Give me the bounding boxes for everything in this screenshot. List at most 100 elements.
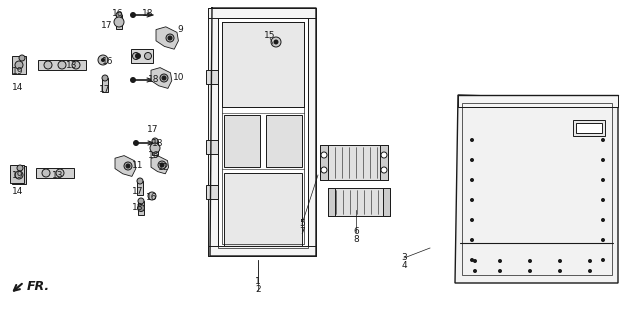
Bar xyxy=(320,145,328,180)
Polygon shape xyxy=(115,156,136,176)
Circle shape xyxy=(473,259,477,263)
Circle shape xyxy=(601,158,605,162)
Circle shape xyxy=(601,218,605,222)
Bar xyxy=(266,115,302,167)
Circle shape xyxy=(17,165,23,171)
Circle shape xyxy=(42,169,50,177)
Circle shape xyxy=(473,269,477,273)
Text: 16: 16 xyxy=(147,193,157,203)
Circle shape xyxy=(601,198,605,202)
Polygon shape xyxy=(151,156,168,174)
Bar xyxy=(308,8,316,256)
Bar xyxy=(458,95,618,107)
Circle shape xyxy=(470,138,474,142)
Bar xyxy=(328,188,390,216)
Circle shape xyxy=(498,269,502,273)
Circle shape xyxy=(145,53,152,60)
Circle shape xyxy=(470,258,474,262)
Bar xyxy=(206,70,218,84)
Circle shape xyxy=(126,164,130,168)
Text: 5: 5 xyxy=(299,220,305,228)
Text: 17: 17 xyxy=(132,187,144,197)
Circle shape xyxy=(528,259,532,263)
Circle shape xyxy=(271,37,281,47)
Text: 3: 3 xyxy=(401,254,407,262)
Bar xyxy=(12,56,26,74)
Circle shape xyxy=(498,259,502,263)
Circle shape xyxy=(152,138,158,144)
Text: 15: 15 xyxy=(264,32,276,41)
Text: 17: 17 xyxy=(101,21,113,31)
Bar xyxy=(208,246,316,256)
Circle shape xyxy=(56,169,64,177)
Bar xyxy=(138,201,144,215)
Circle shape xyxy=(381,167,387,173)
Polygon shape xyxy=(151,68,172,89)
Bar xyxy=(19,58,25,72)
Circle shape xyxy=(19,55,25,61)
Circle shape xyxy=(273,39,278,44)
Bar xyxy=(10,165,24,183)
Bar xyxy=(222,22,304,107)
Circle shape xyxy=(601,238,605,242)
Bar xyxy=(38,60,86,70)
Circle shape xyxy=(15,171,23,179)
Text: 16: 16 xyxy=(102,58,114,66)
Circle shape xyxy=(148,192,156,200)
Circle shape xyxy=(381,152,387,158)
Circle shape xyxy=(138,204,145,211)
Bar xyxy=(222,22,304,244)
Circle shape xyxy=(101,58,105,62)
Circle shape xyxy=(470,238,474,242)
Circle shape xyxy=(601,258,605,262)
Text: 7: 7 xyxy=(299,227,305,237)
Bar xyxy=(462,103,612,275)
Circle shape xyxy=(470,158,474,162)
Bar xyxy=(328,188,335,216)
Circle shape xyxy=(321,152,327,158)
Text: 18: 18 xyxy=(148,76,160,84)
Circle shape xyxy=(138,198,144,204)
Bar xyxy=(131,49,153,63)
Circle shape xyxy=(15,61,23,69)
Polygon shape xyxy=(455,95,618,283)
Text: 14: 14 xyxy=(12,83,24,93)
Text: 4: 4 xyxy=(401,261,407,271)
Circle shape xyxy=(601,138,605,142)
Bar xyxy=(573,120,605,136)
Text: 17: 17 xyxy=(99,85,111,94)
Circle shape xyxy=(160,163,164,167)
Bar xyxy=(137,181,143,195)
Text: 1: 1 xyxy=(255,278,261,287)
Circle shape xyxy=(588,259,592,263)
Circle shape xyxy=(470,218,474,222)
Text: 6: 6 xyxy=(353,227,359,237)
Circle shape xyxy=(528,269,532,273)
Bar xyxy=(208,8,218,256)
Bar xyxy=(102,78,108,92)
Text: 9: 9 xyxy=(177,26,183,35)
Circle shape xyxy=(558,259,562,263)
Text: 16: 16 xyxy=(112,9,124,19)
Circle shape xyxy=(150,143,160,153)
Circle shape xyxy=(470,178,474,182)
Circle shape xyxy=(588,269,592,273)
Bar xyxy=(224,173,302,246)
Text: 19: 19 xyxy=(12,171,24,180)
Text: 18: 18 xyxy=(132,203,144,213)
Text: 18: 18 xyxy=(152,140,164,148)
Circle shape xyxy=(162,76,166,80)
Bar xyxy=(383,188,390,216)
Bar xyxy=(152,141,158,155)
Circle shape xyxy=(160,74,168,82)
Bar xyxy=(208,8,316,18)
Bar xyxy=(208,246,316,256)
Circle shape xyxy=(166,34,174,42)
Circle shape xyxy=(133,140,139,146)
Bar xyxy=(218,18,308,248)
Text: 2: 2 xyxy=(255,285,261,295)
Circle shape xyxy=(72,61,80,69)
Bar xyxy=(206,140,218,154)
Text: 16: 16 xyxy=(148,152,160,161)
Circle shape xyxy=(158,161,166,169)
